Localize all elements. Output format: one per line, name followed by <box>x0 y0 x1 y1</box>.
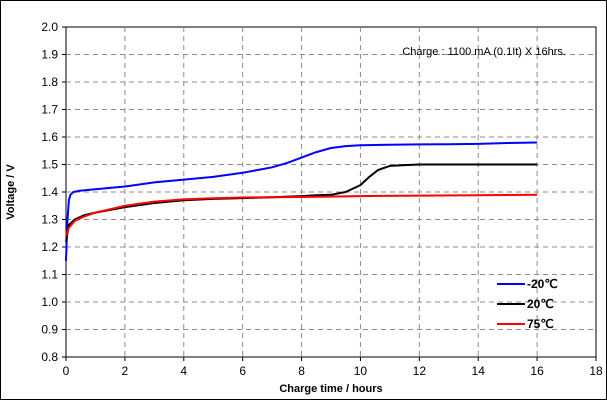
series-line-1 <box>65 141 538 261</box>
x-tick-label: 2 <box>122 364 129 378</box>
y-tick-label: 1.3 <box>41 213 58 227</box>
y-tick-label: 1.6 <box>41 130 58 144</box>
y-tick-label: 0.8 <box>41 350 58 364</box>
y-tick-label: 0.9 <box>41 323 58 337</box>
legend: -20℃ 20℃ 75℃ <box>497 277 558 331</box>
legend-label-1: -20℃ <box>527 277 558 291</box>
x-tick-label: 10 <box>354 364 368 378</box>
y-tick-label: 2.0 <box>41 20 58 34</box>
y-tick-label: 1.9 <box>41 48 58 62</box>
x-tick-label: 12 <box>413 364 427 378</box>
series-line-3 <box>65 193 538 237</box>
x-axis-label: Charge time / hours <box>279 383 382 395</box>
y-tick-label: 1.0 <box>41 295 58 309</box>
x-tick-label: 16 <box>530 364 544 378</box>
y-tick-label: 1.4 <box>41 185 58 199</box>
charge-annotation: Charge : 1100 mA (0.1It) X 16hrs. <box>402 46 566 58</box>
y-tick-label: 1.5 <box>41 158 58 172</box>
x-tick-label: 4 <box>180 364 187 378</box>
x-tick-label: 18 <box>589 364 603 378</box>
legend-label-2: 20℃ <box>527 297 554 311</box>
series-lines <box>65 141 538 261</box>
y-tick-label: 1.1 <box>41 268 58 282</box>
x-tick-label: 8 <box>298 364 305 378</box>
x-tick-label: 14 <box>472 364 486 378</box>
legend-label-3: 75℃ <box>527 317 554 331</box>
y-tick-label: 1.7 <box>41 103 58 117</box>
y-tick-label: 1.2 <box>41 240 58 254</box>
y-axis-label: Voltage / V <box>5 164 17 220</box>
grid-lines <box>62 26 597 361</box>
x-tick-label: 0 <box>63 364 70 378</box>
y-tick-label: 1.8 <box>41 75 58 89</box>
tick-labels: 0 2 4 6 8 10 12 14 16 18 0.8 0.9 1.0 1.1 1.2 1.3 1.4 1.5 1… <box>41 20 603 378</box>
x-tick-label: 6 <box>239 364 246 378</box>
